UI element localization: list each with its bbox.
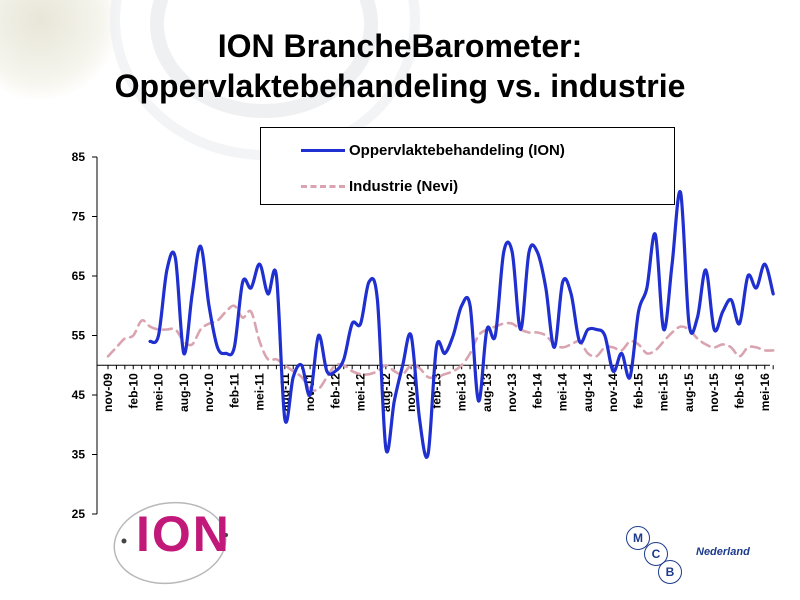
- x-tick-label: feb-14: [530, 373, 544, 409]
- ion-logo-swoosh: [113, 501, 228, 585]
- mcb-country-label: Nederland: [696, 546, 750, 558]
- legend-item-nevi: Industrie (Nevi): [301, 176, 458, 196]
- x-tick-label: aug-14: [581, 373, 595, 412]
- legend-swatch-ion: [301, 148, 345, 152]
- x-tick-label: nov-14: [606, 373, 620, 412]
- x-tick-label: aug-15: [682, 373, 696, 412]
- x-tick-label: nov-13: [505, 373, 519, 412]
- x-tick-label: mei-12: [354, 373, 368, 411]
- legend-swatch-nevi: [301, 184, 345, 188]
- y-tick-label: 65: [72, 269, 86, 283]
- x-tick-label: mei-13: [455, 373, 469, 411]
- x-tick-label: feb-12: [328, 373, 342, 409]
- x-tick-label: nov-15: [707, 373, 721, 412]
- mcb-letter-c: C: [644, 542, 668, 566]
- legend-label-nevi: Industrie (Nevi): [349, 177, 459, 195]
- x-tick-label: nov-10: [202, 373, 216, 412]
- x-tick-label: mei-15: [657, 373, 671, 411]
- legend-item-ion: Oppervlaktebehandeling (ION): [301, 140, 565, 160]
- y-tick-label: 75: [72, 210, 86, 224]
- series-line-ion: [148, 190, 775, 459]
- y-tick-label: 55: [72, 329, 86, 343]
- x-tick-label: aug-13: [480, 373, 494, 412]
- chart-series: [106, 190, 775, 459]
- x-tick-label: feb-16: [733, 373, 747, 409]
- series-line-nevi: [106, 304, 775, 392]
- x-tick-label: feb-10: [126, 373, 140, 409]
- ion-logo-text: ION: [136, 506, 231, 562]
- mcb-letter-m: M: [626, 526, 650, 550]
- x-tick-label: feb-15: [631, 373, 645, 409]
- y-tick-label: 35: [72, 448, 86, 462]
- x-tick-label: feb-11: [227, 373, 241, 408]
- title-line-2: Oppervlaktebehandeling vs. industrie: [114, 68, 686, 104]
- page-title: ION BrancheBarometer: Oppervlaktebehande…: [0, 26, 800, 106]
- chart-legend: Oppervlaktebehandeling (ION) Industrie (…: [260, 127, 675, 205]
- x-tick-label: mei-16: [758, 373, 772, 411]
- y-tick-label: 85: [72, 150, 86, 164]
- legend-label-ion: Oppervlaktebehandeling (ION): [349, 141, 565, 159]
- x-tick-label: mei-14: [556, 373, 570, 411]
- x-tick-label: nov-09: [101, 373, 115, 412]
- y-tick-label: 25: [72, 507, 86, 521]
- mcb-logo: M C B Nederland: [618, 520, 778, 590]
- x-tick-label: mei-10: [152, 373, 166, 411]
- ion-logo: ION: [108, 495, 248, 595]
- y-tick-label: 45: [72, 388, 86, 402]
- x-tick-label: aug-10: [177, 373, 191, 412]
- mcb-letter-b: B: [658, 560, 682, 584]
- title-line-1: ION BrancheBarometer:: [217, 28, 583, 64]
- x-tick-label: mei-11: [253, 373, 267, 411]
